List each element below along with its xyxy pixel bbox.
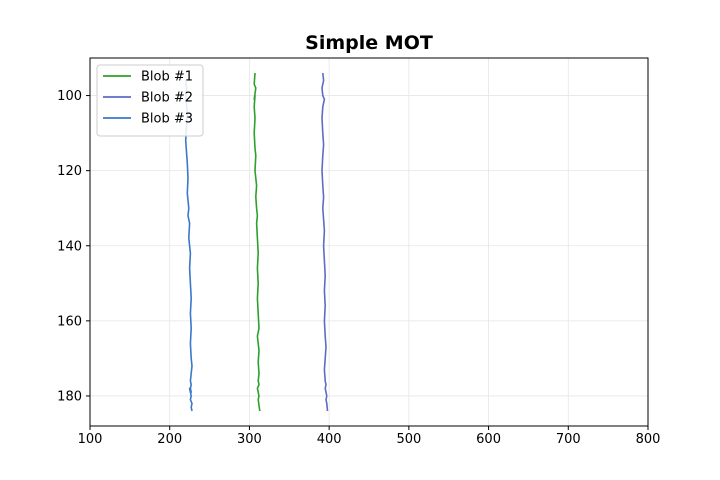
x-tick-label: 600 bbox=[476, 432, 501, 447]
x-tick-label: 300 bbox=[237, 432, 262, 447]
legend-label: Blob #1 bbox=[141, 70, 193, 85]
y-tick-label: 100 bbox=[57, 89, 82, 104]
legend-label: Blob #2 bbox=[141, 91, 193, 106]
y-tick-label: 180 bbox=[57, 389, 82, 404]
y-tick-label: 120 bbox=[57, 164, 82, 179]
series-line-blob-2 bbox=[321, 72, 329, 412]
legend-label: Blob #3 bbox=[141, 112, 193, 127]
plot-area bbox=[89, 57, 649, 427]
series-line-blob-3 bbox=[184, 80, 193, 412]
x-tick-label: 400 bbox=[317, 432, 342, 447]
y-axis: 100 120 140 160 180 bbox=[57, 89, 90, 404]
gridlines bbox=[89, 58, 649, 426]
x-tick-label: 100 bbox=[78, 432, 103, 447]
x-tick-label: 500 bbox=[396, 432, 421, 447]
chart-title: Simple MOT bbox=[305, 32, 433, 54]
series-lines bbox=[184, 72, 329, 412]
y-tick-label: 160 bbox=[57, 314, 82, 329]
x-tick-label: 800 bbox=[636, 432, 661, 447]
x-axis: 100 200 300 400 500 600 700 800 bbox=[78, 426, 661, 447]
x-tick-label: 700 bbox=[556, 432, 581, 447]
legend: Blob #1 Blob #2 Blob #3 bbox=[96, 64, 204, 137]
series-line-blob-1 bbox=[253, 72, 261, 412]
y-tick-label: 140 bbox=[57, 239, 82, 254]
x-tick-label: 200 bbox=[157, 432, 182, 447]
